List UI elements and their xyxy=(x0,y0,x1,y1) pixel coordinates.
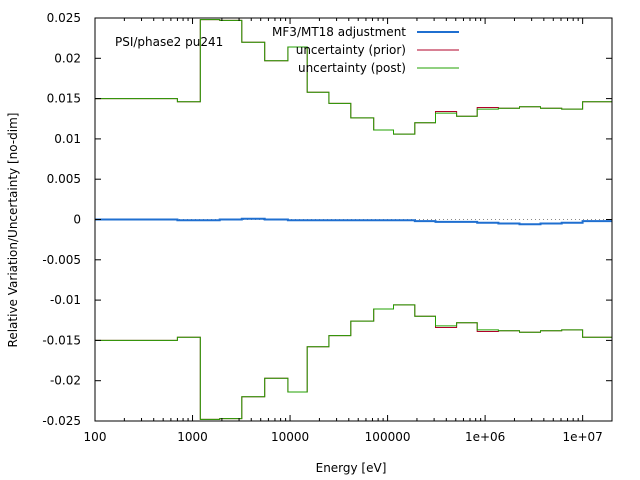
y-tick-label: -0.025 xyxy=(42,414,81,428)
x-tick-label: 1e+07 xyxy=(562,430,602,444)
legend: MF3/MT18 adjustment uncertainty (prior) un… xyxy=(272,25,459,75)
chart-annotation: PSI/phase2 pu241 xyxy=(115,35,223,49)
y-tick-label: 0 xyxy=(73,213,81,227)
y-tick-label: -0.02 xyxy=(50,374,81,388)
y-tick-label: 0.005 xyxy=(47,172,81,186)
y-tick-label: 0.02 xyxy=(54,51,81,65)
y-tick-label: 0.015 xyxy=(47,92,81,106)
y-tick-label: 0.01 xyxy=(54,132,81,146)
y-tick-label: -0.005 xyxy=(42,253,81,267)
x-tick-label: 1000 xyxy=(177,430,208,444)
y-tick-label: -0.015 xyxy=(42,333,81,347)
adjustment-series-line xyxy=(95,217,612,226)
legend-entry-post-label: uncertainty (post) xyxy=(298,61,406,75)
ticks-layer: 0.025 0.02 0.015 0.01 0.005 0 -0.005 -0.01 -0.01… xyxy=(42,11,613,444)
x-tick-label: 1e+06 xyxy=(465,430,505,444)
legend-entry-adjustment-label: MF3/MT18 adjustment xyxy=(272,25,406,39)
y-axis-label: Relative Variation/Uncertainty [no-dim] xyxy=(6,113,20,348)
legend-entry-prior-label: uncertainty (prior) xyxy=(296,43,406,57)
plot-frame xyxy=(94,17,613,422)
post-uncertainty-line xyxy=(95,304,612,420)
y-tick-label: -0.01 xyxy=(50,293,81,307)
x-tick-label: 10000 xyxy=(271,430,309,444)
series-layer xyxy=(95,19,612,420)
x-tick-label: 100 xyxy=(84,430,107,444)
x-tick-label: 100000 xyxy=(365,430,411,444)
x-axis-label: Energy [eV] xyxy=(316,461,387,475)
y-tick-label: 0.025 xyxy=(47,11,81,25)
post-uncertainty-line xyxy=(95,19,612,135)
